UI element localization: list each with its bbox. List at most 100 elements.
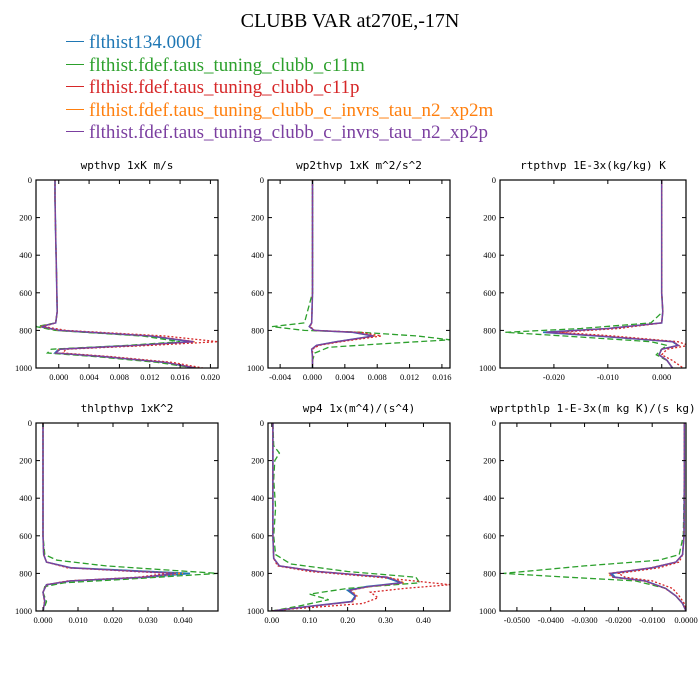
- x-tick-label-0-5: 0.020: [201, 372, 220, 382]
- y-tick-label-1-4: 800: [251, 325, 264, 335]
- y-tick-label-2-2: 400: [483, 250, 496, 260]
- y-tick-label-2-1: 200: [483, 213, 496, 223]
- x-tick-label-1-2: 0.004: [335, 372, 355, 382]
- x-tick-label-3-3: 0.030: [138, 615, 157, 625]
- legend-swatch-0: [66, 41, 84, 43]
- x-tick-label-4-2: 0.20: [340, 615, 355, 625]
- x-tick-label-4-1: 0.10: [302, 615, 317, 625]
- panel-title-4: wp4 1x(m^4)/(s^4): [303, 402, 416, 415]
- panel-title-2: rtpthvp 1E-3x(kg/kg) K: [520, 159, 666, 172]
- panel-0: wpthvp 1xK m/s 0 200 400 600 800 1000 0.000 0.00…: [15, 159, 220, 382]
- x-tick-label-1-5: 0.016: [432, 372, 451, 382]
- y-tick-label-0-1: 200: [19, 213, 32, 223]
- legend-entry-0: flthist134.000f: [66, 32, 493, 55]
- series-line-2-4: [545, 180, 681, 368]
- panel-title-3: thlpthvp 1xK^2: [81, 402, 174, 415]
- series-line-0-2: [43, 180, 218, 368]
- series-line-4-0: [271, 423, 401, 611]
- legend-label-3: flthist.fdef.taus_tuning_clubb_c_invrs_t…: [89, 99, 494, 121]
- panel-frame-4: [267, 422, 451, 612]
- x-tick-label-0-0: 0.000: [49, 372, 68, 382]
- y-tick-label-5-0: 0: [492, 418, 496, 428]
- legend-swatch-1: [66, 63, 84, 65]
- y-tick-label-3-5: 1000: [15, 606, 32, 616]
- legend-label-1: flthist.fdef.taus_tuning_clubb_c11m: [89, 54, 365, 76]
- series-line-2-1: [505, 180, 674, 368]
- x-tick-label-2-2: 0.000: [652, 372, 671, 382]
- x-tick-label-5-5: 0.0000: [674, 615, 697, 625]
- series-line-4-1: [271, 423, 421, 611]
- series-line-0-4: [41, 180, 197, 368]
- figure-title: CLUBB VAR at270E,-17N: [240, 10, 460, 32]
- legend-label-0: flthist134.000f: [89, 32, 202, 53]
- x-tick-label-3-2: 0.020: [103, 615, 122, 625]
- y-tick-label-4-2: 400: [251, 493, 264, 503]
- series-line-2-3: [548, 180, 681, 368]
- x-tick-label-1-4: 0.012: [400, 372, 419, 382]
- y-tick-label-5-4: 800: [483, 568, 496, 578]
- legend-label-2: flthist.fdef.taus_tuning_clubb_c11p: [89, 77, 360, 98]
- y-tick-label-5-1: 200: [483, 456, 496, 466]
- x-tick-label-5-4: -0.0100: [639, 615, 665, 625]
- y-tick-label-1-3: 600: [251, 288, 264, 298]
- legend: flthist134.000f flthist.fdef.taus_tuning…: [66, 32, 493, 145]
- y-tick-label-4-3: 600: [251, 531, 264, 541]
- series-line-4-2: [271, 423, 450, 611]
- series-line-1-3: [308, 180, 376, 368]
- y-tick-label-5-5: 1000: [479, 606, 496, 616]
- x-tick-label-0-4: 0.016: [171, 372, 190, 382]
- series-line-2-2: [559, 180, 686, 368]
- y-tick-label-0-2: 400: [19, 250, 32, 260]
- y-tick-label-4-4: 800: [251, 568, 264, 578]
- legend-swatch-4: [66, 131, 84, 133]
- y-tick-label-1-5: 1000: [247, 363, 264, 373]
- x-tick-label-4-4: 0.40: [416, 615, 431, 625]
- legend-swatch-3: [66, 108, 84, 110]
- x-tick-label-5-0: -0.0500: [504, 615, 530, 625]
- series-line-4-3: [271, 423, 405, 611]
- y-tick-label-2-0: 0: [492, 175, 496, 185]
- panel-title-0: wpthvp 1xK m/s: [81, 159, 174, 172]
- panel-frame-0: [35, 179, 219, 369]
- y-tick-label-3-2: 400: [19, 493, 32, 503]
- panel-frame-5: [499, 422, 687, 612]
- x-tick-label-0-1: 0.004: [80, 372, 100, 382]
- panel-5: wprtpthlp 1-E-3x(m kg K)/(s kg) 0 200 400 60…: [479, 402, 698, 625]
- legend-label-4: flthist.fdef.taus_tuning_clubb_c_invrs_t…: [89, 122, 488, 143]
- panel-1: wp2thvp 1xK m^2/s^2 0 200 400 600 800 1000 -0.0…: [247, 159, 451, 382]
- y-tick-label-1-2: 400: [251, 250, 264, 260]
- panel-frame-1: [267, 179, 451, 369]
- x-tick-label-3-0: 0.000: [33, 615, 52, 625]
- y-tick-label-2-3: 600: [483, 288, 496, 298]
- series-line-3-1: [42, 423, 218, 611]
- y-tick-label-3-0: 0: [28, 418, 32, 428]
- y-tick-label-4-5: 1000: [247, 606, 264, 616]
- y-tick-label-0-3: 600: [19, 288, 32, 298]
- y-tick-label-1-0: 0: [260, 175, 264, 185]
- x-tick-label-0-3: 0.012: [140, 372, 159, 382]
- y-tick-label-1-1: 200: [251, 213, 264, 223]
- legend-entry-1: flthist.fdef.taus_tuning_clubb_c11m: [66, 55, 493, 78]
- x-tick-label-5-2: -0.0300: [571, 615, 597, 625]
- x-tick-label-4-0: 0.00: [264, 615, 279, 625]
- y-tick-label-0-0: 0: [28, 175, 32, 185]
- legend-swatch-2: [66, 86, 84, 88]
- y-tick-label-4-1: 200: [251, 456, 264, 466]
- panel-title-1: wp2thvp 1xK m^2/s^2: [296, 159, 422, 172]
- panel-2: rtpthvp 1E-3x(kg/kg) K 0 200 400 600 800 1000 -…: [479, 159, 687, 382]
- series-line-0-0: [39, 180, 196, 368]
- legend-entry-4: flthist.fdef.taus_tuning_clubb_c_invrs_t…: [66, 122, 493, 145]
- x-tick-label-4-3: 0.30: [378, 615, 393, 625]
- x-tick-label-2-0: -0.020: [543, 372, 565, 382]
- series-line-1-0: [308, 180, 374, 368]
- y-tick-label-3-3: 600: [19, 531, 32, 541]
- x-tick-label-1-3: 0.008: [368, 372, 387, 382]
- panel-frame-2: [499, 179, 687, 369]
- x-tick-label-1-0: -0.004: [269, 372, 292, 382]
- y-tick-label-4-0: 0: [260, 418, 264, 428]
- series-line-5-1: [503, 423, 686, 611]
